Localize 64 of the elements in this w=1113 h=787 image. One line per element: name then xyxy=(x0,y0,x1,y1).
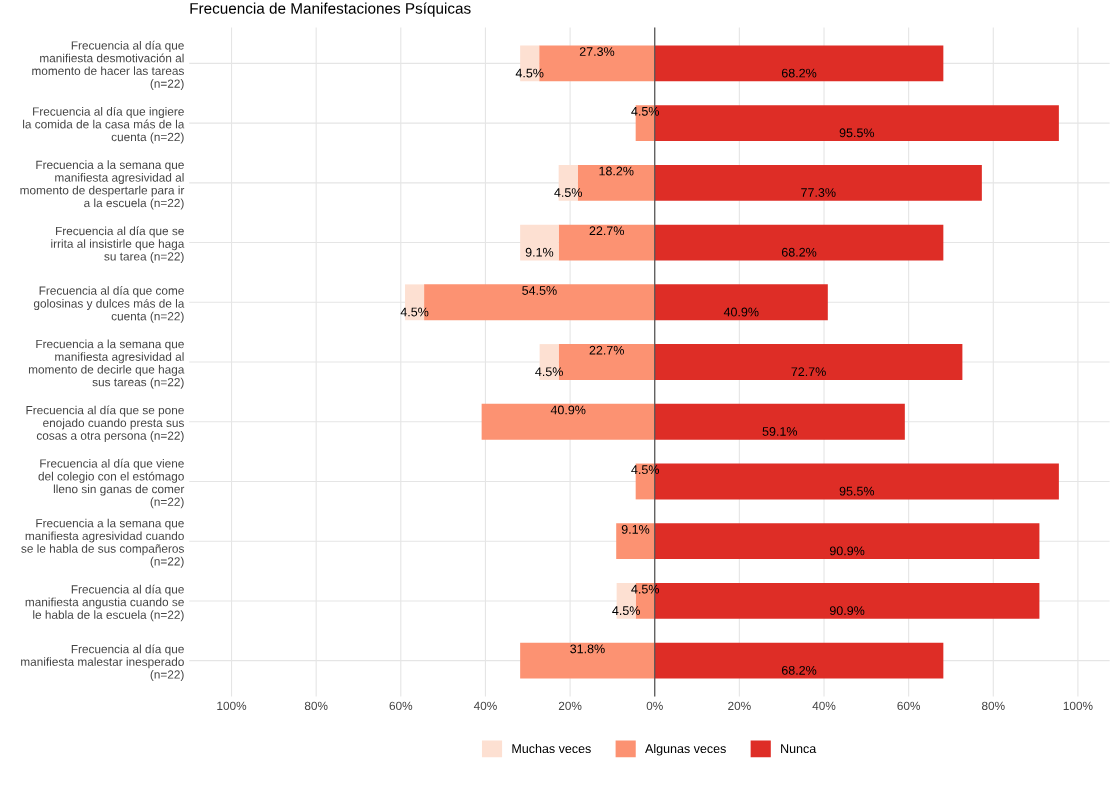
bar xyxy=(654,344,963,380)
y-tick-label: Frecuencia al día que come golosinas y dulces más de la cuenta (n=22) xyxy=(33,286,185,323)
bar xyxy=(520,224,559,261)
x-tick-label: 0% xyxy=(646,701,663,711)
x-tick-label: 100% xyxy=(217,701,247,711)
x-tick-label: 100% xyxy=(1063,701,1093,711)
bar xyxy=(654,523,1040,560)
y-tick-label: Frecuencia al día que manifiesta malestar inesperado (n=22) xyxy=(21,644,184,682)
data-label: 40.9% xyxy=(550,405,586,415)
data-label: 4.5% xyxy=(400,307,429,317)
bar xyxy=(481,403,655,440)
bar xyxy=(654,164,982,201)
y-tick-label: Frecuencia al día que se irrita al insistirle que haga su tarea (n=22) xyxy=(51,226,185,263)
data-label: 68.2% xyxy=(781,68,817,78)
data-label: 18.2% xyxy=(599,166,634,176)
x-tick-label: 80% xyxy=(304,701,328,711)
data-label: 68.2% xyxy=(781,665,817,675)
bar xyxy=(558,224,655,261)
bar xyxy=(654,45,944,82)
y-tick-label: Frecuencia al día que viene del colegio con el estómago lleno sin ganas de comer (n=22) xyxy=(38,458,185,509)
x-tick-label: 20% xyxy=(558,701,582,711)
data-label: 68.2% xyxy=(781,247,817,257)
data-label: 4.5% xyxy=(535,367,563,377)
data-label: 54.5% xyxy=(522,286,557,295)
data-label: 77.3% xyxy=(801,188,836,197)
data-label: 4.5% xyxy=(554,188,582,197)
data-label: 95.5% xyxy=(839,486,875,496)
data-label: 95.5% xyxy=(839,128,875,138)
x-tick-label: 60% xyxy=(897,701,921,711)
y-tick-label: Frecuencia al día que manifiesta desmotivación al momento de hacer las tareas (n=22) xyxy=(32,40,184,91)
data-label: 9.1% xyxy=(621,524,650,534)
bar xyxy=(654,403,905,440)
y-tick-label: Frecuencia a la semana que manifiesta agresividad al momento de despertarle para ir a la escuela (n=22) xyxy=(20,160,185,210)
data-label: 27.3% xyxy=(579,47,615,56)
y-tick-label: Frecuencia al día que manifiesta angustia cuando se le habla de la escuela (n=22) xyxy=(25,584,184,622)
x-tick-label: 80% xyxy=(981,701,1005,711)
data-label: 4.5% xyxy=(612,606,640,616)
x-tick-label: 20% xyxy=(728,701,751,711)
bar xyxy=(520,642,655,679)
data-label: 90.9% xyxy=(829,546,865,556)
data-label: 72.7% xyxy=(791,367,826,377)
data-label: 31.8% xyxy=(570,644,605,654)
x-tick-label: 40% xyxy=(812,701,836,711)
chart-title: Frecuencia de Manifestaciones Psíquicas xyxy=(190,2,471,17)
legend-label: Muchas veces xyxy=(512,743,591,754)
y-tick-label: Frecuencia al día que ingiere la comida de la casa más de la cuenta (n=22) xyxy=(23,106,185,144)
data-label: 22.7% xyxy=(589,226,624,236)
bar xyxy=(654,224,944,261)
bar xyxy=(616,523,655,560)
legend-label: Algunas veces xyxy=(645,743,726,756)
y-tick-label: Frecuencia al día que se pone enojado cuando presta sus cosas a otra persona (n=22) xyxy=(26,405,184,443)
y-tick-label: Frecuencia a la semana que manifiesta agresividad cuando se le habla de sus compañeros (n=22) xyxy=(21,518,184,568)
data-label: 9.1% xyxy=(525,247,554,257)
data-label: 22.7% xyxy=(589,345,624,355)
x-tick-label: 40% xyxy=(473,701,497,711)
y-tick-label: Frecuencia a la semana que manifiesta agresividad al momento de decirle que haga sus tareas (n=22) xyxy=(28,339,185,389)
data-label: 59.1% xyxy=(762,427,798,436)
data-label: 40.9% xyxy=(723,307,759,317)
data-label: 90.9% xyxy=(829,606,865,616)
data-label: 4.5% xyxy=(515,68,544,78)
x-tick-label: 60% xyxy=(389,701,413,711)
bar xyxy=(654,284,828,321)
legend-label: Nunca xyxy=(781,744,817,754)
bar xyxy=(654,642,944,679)
